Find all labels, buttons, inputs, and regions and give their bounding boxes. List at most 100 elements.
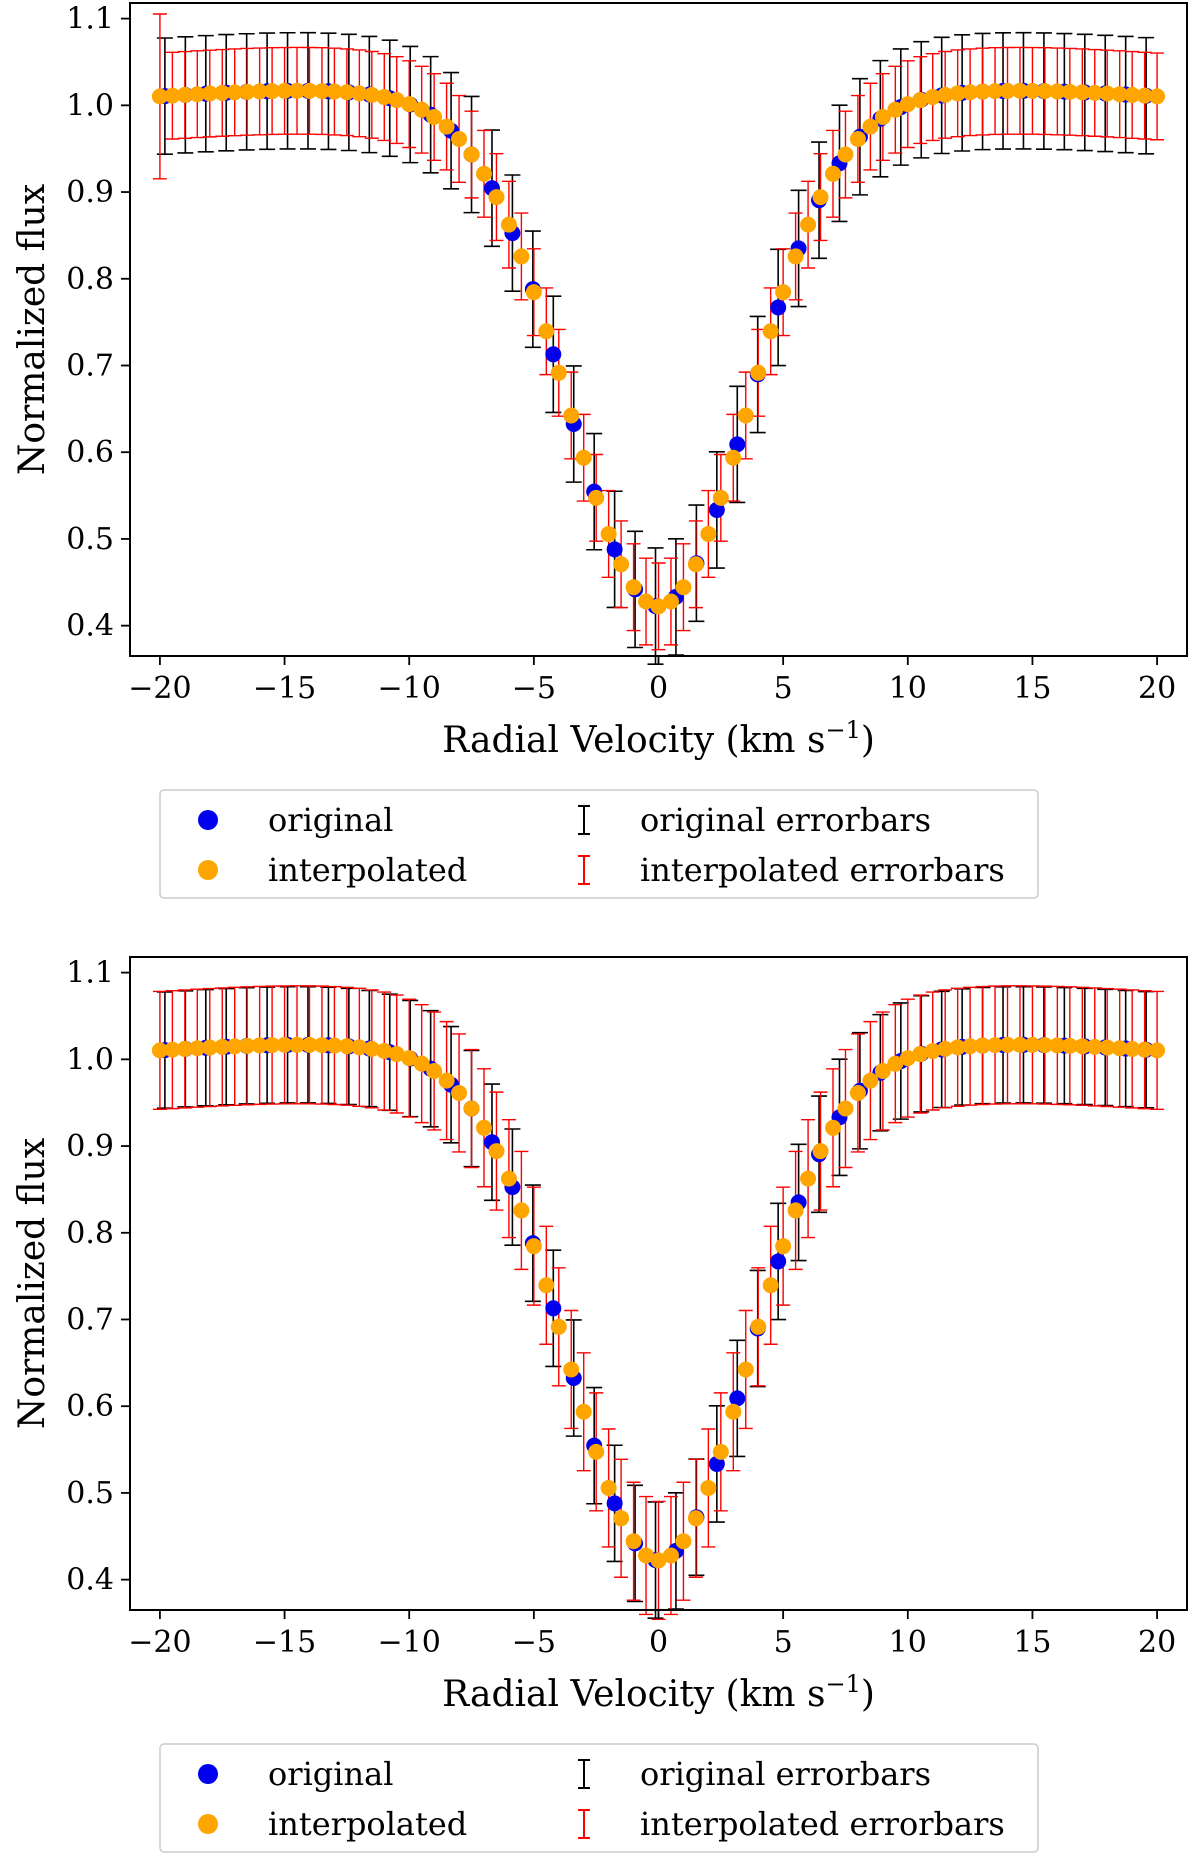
interpolated-point <box>588 1443 605 1460</box>
interpolated-point <box>513 248 530 265</box>
interpolated-point <box>351 85 368 102</box>
interpolated-point <box>825 165 842 182</box>
interpolated-point <box>750 364 767 381</box>
interpolated-point <box>775 1238 792 1255</box>
interpolated-point <box>313 83 330 100</box>
x-tick-label: −15 <box>253 1625 316 1660</box>
original-errorbars <box>156 31 1155 665</box>
interpolated-point <box>189 86 206 103</box>
interpolated-point <box>675 1533 692 1550</box>
x-tick-label: 15 <box>1013 1625 1051 1660</box>
interpolated-point <box>1099 85 1116 102</box>
interpolated-point <box>500 216 517 233</box>
interpolated-point <box>638 1547 655 1564</box>
interpolated-point <box>189 1040 206 1057</box>
interpolated-point <box>1149 88 1166 105</box>
interpolated-point <box>363 1040 380 1057</box>
interpolated-point <box>862 1072 879 1089</box>
y-tick-label: 0.5 <box>66 1476 114 1511</box>
interpolated-point <box>737 407 754 424</box>
interpolated-point <box>388 92 405 109</box>
x-axis-ticks: −20 −15 −10 −5 0 5 10 15 20 <box>128 656 1176 706</box>
interpolated-point <box>438 1072 455 1089</box>
y-tick-label: 1.0 <box>66 1042 114 1077</box>
x-tick-label: 0 <box>649 1625 668 1660</box>
interpolated-point <box>301 1036 318 1053</box>
x-tick-label: −20 <box>128 1625 191 1660</box>
interpolated-point <box>999 82 1016 99</box>
interpolated-point <box>737 1361 754 1378</box>
interpolated-point <box>787 1202 804 1219</box>
interpolated-point <box>1011 82 1028 99</box>
interpolated-point <box>1024 82 1041 99</box>
interpolated-point <box>226 1038 243 1055</box>
y-tick-label: 0.8 <box>66 262 114 297</box>
interpolated-point <box>413 1055 430 1072</box>
interpolated-point <box>1111 1040 1128 1057</box>
interpolated-point <box>837 146 854 163</box>
y-tick-label: 0.5 <box>66 522 114 557</box>
y-tick-label: 1.0 <box>66 88 114 123</box>
interpolated-point <box>575 1403 592 1420</box>
interpolated-point <box>613 1510 630 1527</box>
interpolated-point <box>825 1119 842 1136</box>
interpolated-point <box>426 109 443 126</box>
interpolated-point <box>451 130 468 147</box>
interpolated-point <box>513 1202 530 1219</box>
interpolated-point <box>525 1238 542 1255</box>
interpolated-point <box>164 87 181 104</box>
interpolated-point <box>488 189 505 206</box>
interpolated-point <box>563 1361 580 1378</box>
interpolated-point <box>575 449 592 466</box>
interpolated-point <box>775 284 792 301</box>
interpolated-point <box>1086 1038 1103 1055</box>
interpolated-point <box>949 85 966 102</box>
interpolated-point <box>987 1037 1004 1054</box>
interpolated-point <box>1099 1039 1116 1056</box>
legend-marker-interpolated <box>198 1814 218 1834</box>
interpolated-point <box>974 1037 991 1054</box>
legend-label-original-errorbars: original errorbars <box>640 801 931 839</box>
original-point <box>770 299 787 316</box>
interpolated-point <box>289 1036 306 1053</box>
interpolated-point <box>1136 87 1153 104</box>
legend-label-interpolated: interpolated <box>268 851 467 889</box>
interpolated-point <box>1049 1037 1066 1054</box>
interpolated-point <box>401 96 418 113</box>
interpolated-point <box>1074 84 1091 101</box>
x-tick-label: 5 <box>774 1625 793 1660</box>
original-point <box>708 1455 725 1472</box>
interpolated-point <box>849 1084 866 1101</box>
interpolated-point <box>625 579 642 596</box>
legend-marker-original-errorbars <box>578 805 590 835</box>
interpolated-point <box>1036 1037 1053 1054</box>
interpolated-point <box>475 1119 492 1136</box>
original-points <box>156 1036 1155 1569</box>
x-tick-label: 10 <box>889 1625 927 1660</box>
x-tick-label: −20 <box>128 671 191 706</box>
legend-label-interpolated-errorbars: interpolated errorbars <box>640 851 1005 889</box>
y-tick-label: 0.9 <box>66 1129 114 1164</box>
interpolated-point <box>1061 83 1078 100</box>
interpolated-point <box>712 1443 729 1460</box>
x-tick-label: 20 <box>1138 1625 1176 1660</box>
x-tick-label: 20 <box>1138 671 1176 706</box>
interpolated-point <box>887 1055 904 1072</box>
interpolated-point <box>226 84 243 101</box>
interpolated-point <box>388 1046 405 1063</box>
x-tick-label: 15 <box>1013 671 1051 706</box>
interpolated-point <box>687 556 704 573</box>
interpolated-point <box>800 216 817 233</box>
interpolated-point <box>924 89 941 106</box>
interpolated-point <box>974 83 991 100</box>
legend-marker-original <box>198 1764 218 1784</box>
interpolated-point <box>1036 83 1053 100</box>
y-axis-label: Normalized flux <box>12 1138 53 1429</box>
plot-frame <box>129 2 1188 657</box>
panel-bottom: −20 −15 −10 −5 0 5 10 15 20 0.4 0.5 0.6 0.7 0.8 0.9 1.… <box>12 956 1188 1853</box>
interpolated-point <box>1124 86 1141 103</box>
interpolated-point <box>338 1038 355 1055</box>
interpolated-point <box>313 1037 330 1054</box>
y-tick-label: 0.6 <box>66 1389 114 1424</box>
legend-label-original: original <box>268 801 393 839</box>
